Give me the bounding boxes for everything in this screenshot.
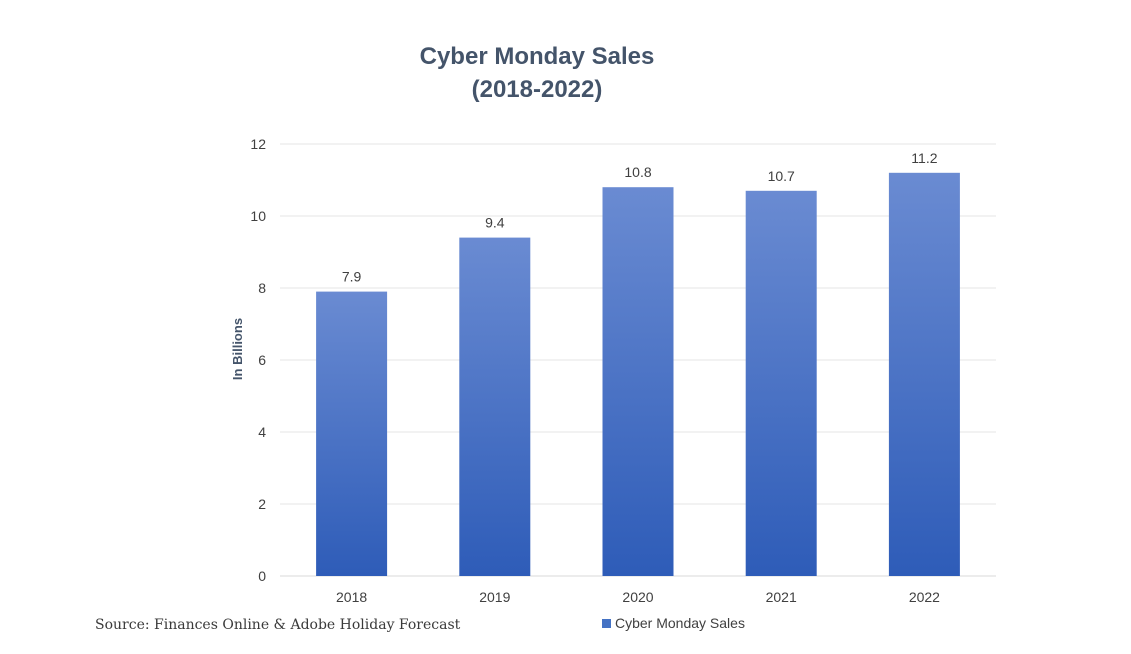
data-label-2020: 10.8 (624, 164, 651, 180)
data-label-2019: 9.4 (485, 215, 505, 231)
y-tick-label: 2 (258, 496, 266, 512)
bar-2018 (316, 291, 388, 576)
y-axis-ticks: 0 2 4 6 8 10 12 (250, 136, 266, 584)
x-tick-label-2018: 2018 (336, 589, 367, 605)
x-tick-label-2021: 2021 (766, 589, 797, 605)
y-tick-label: 0 (258, 568, 266, 584)
legend: Cyber Monday Sales (602, 615, 745, 631)
bar-2022 (888, 172, 960, 577)
chart-title-line-2: (2018-2022) (472, 76, 603, 103)
data-label-2018: 7.9 (342, 269, 362, 285)
bar-2021 (745, 190, 817, 577)
legend-label: Cyber Monday Sales (615, 615, 745, 631)
y-tick-label: 6 (258, 352, 266, 368)
data-labels: 7.9 9.4 10.8 10.7 11.2 (342, 150, 938, 285)
source-note: Source: Finances Online & Adobe Holiday … (95, 617, 461, 633)
x-tick-label-2019: 2019 (479, 589, 510, 605)
x-tick-label-2020: 2020 (622, 589, 653, 605)
y-tick-label: 8 (258, 280, 266, 296)
bar-2020 (602, 187, 674, 576)
chart-title-line-1: Cyber Monday Sales (420, 43, 655, 70)
y-tick-label: 10 (250, 208, 266, 224)
legend-swatch (602, 619, 611, 628)
y-tick-label: 12 (250, 136, 266, 152)
data-label-2021: 10.7 (768, 168, 795, 184)
bars (316, 172, 960, 577)
bar-2019 (459, 237, 531, 576)
x-axis-ticks: 2018 2019 2020 2021 2022 (336, 589, 940, 605)
data-label-2022: 11.2 (911, 150, 937, 166)
x-tick-label-2022: 2022 (909, 589, 940, 605)
y-tick-label: 4 (258, 424, 266, 440)
y-axis-title: In Billions (230, 318, 245, 380)
